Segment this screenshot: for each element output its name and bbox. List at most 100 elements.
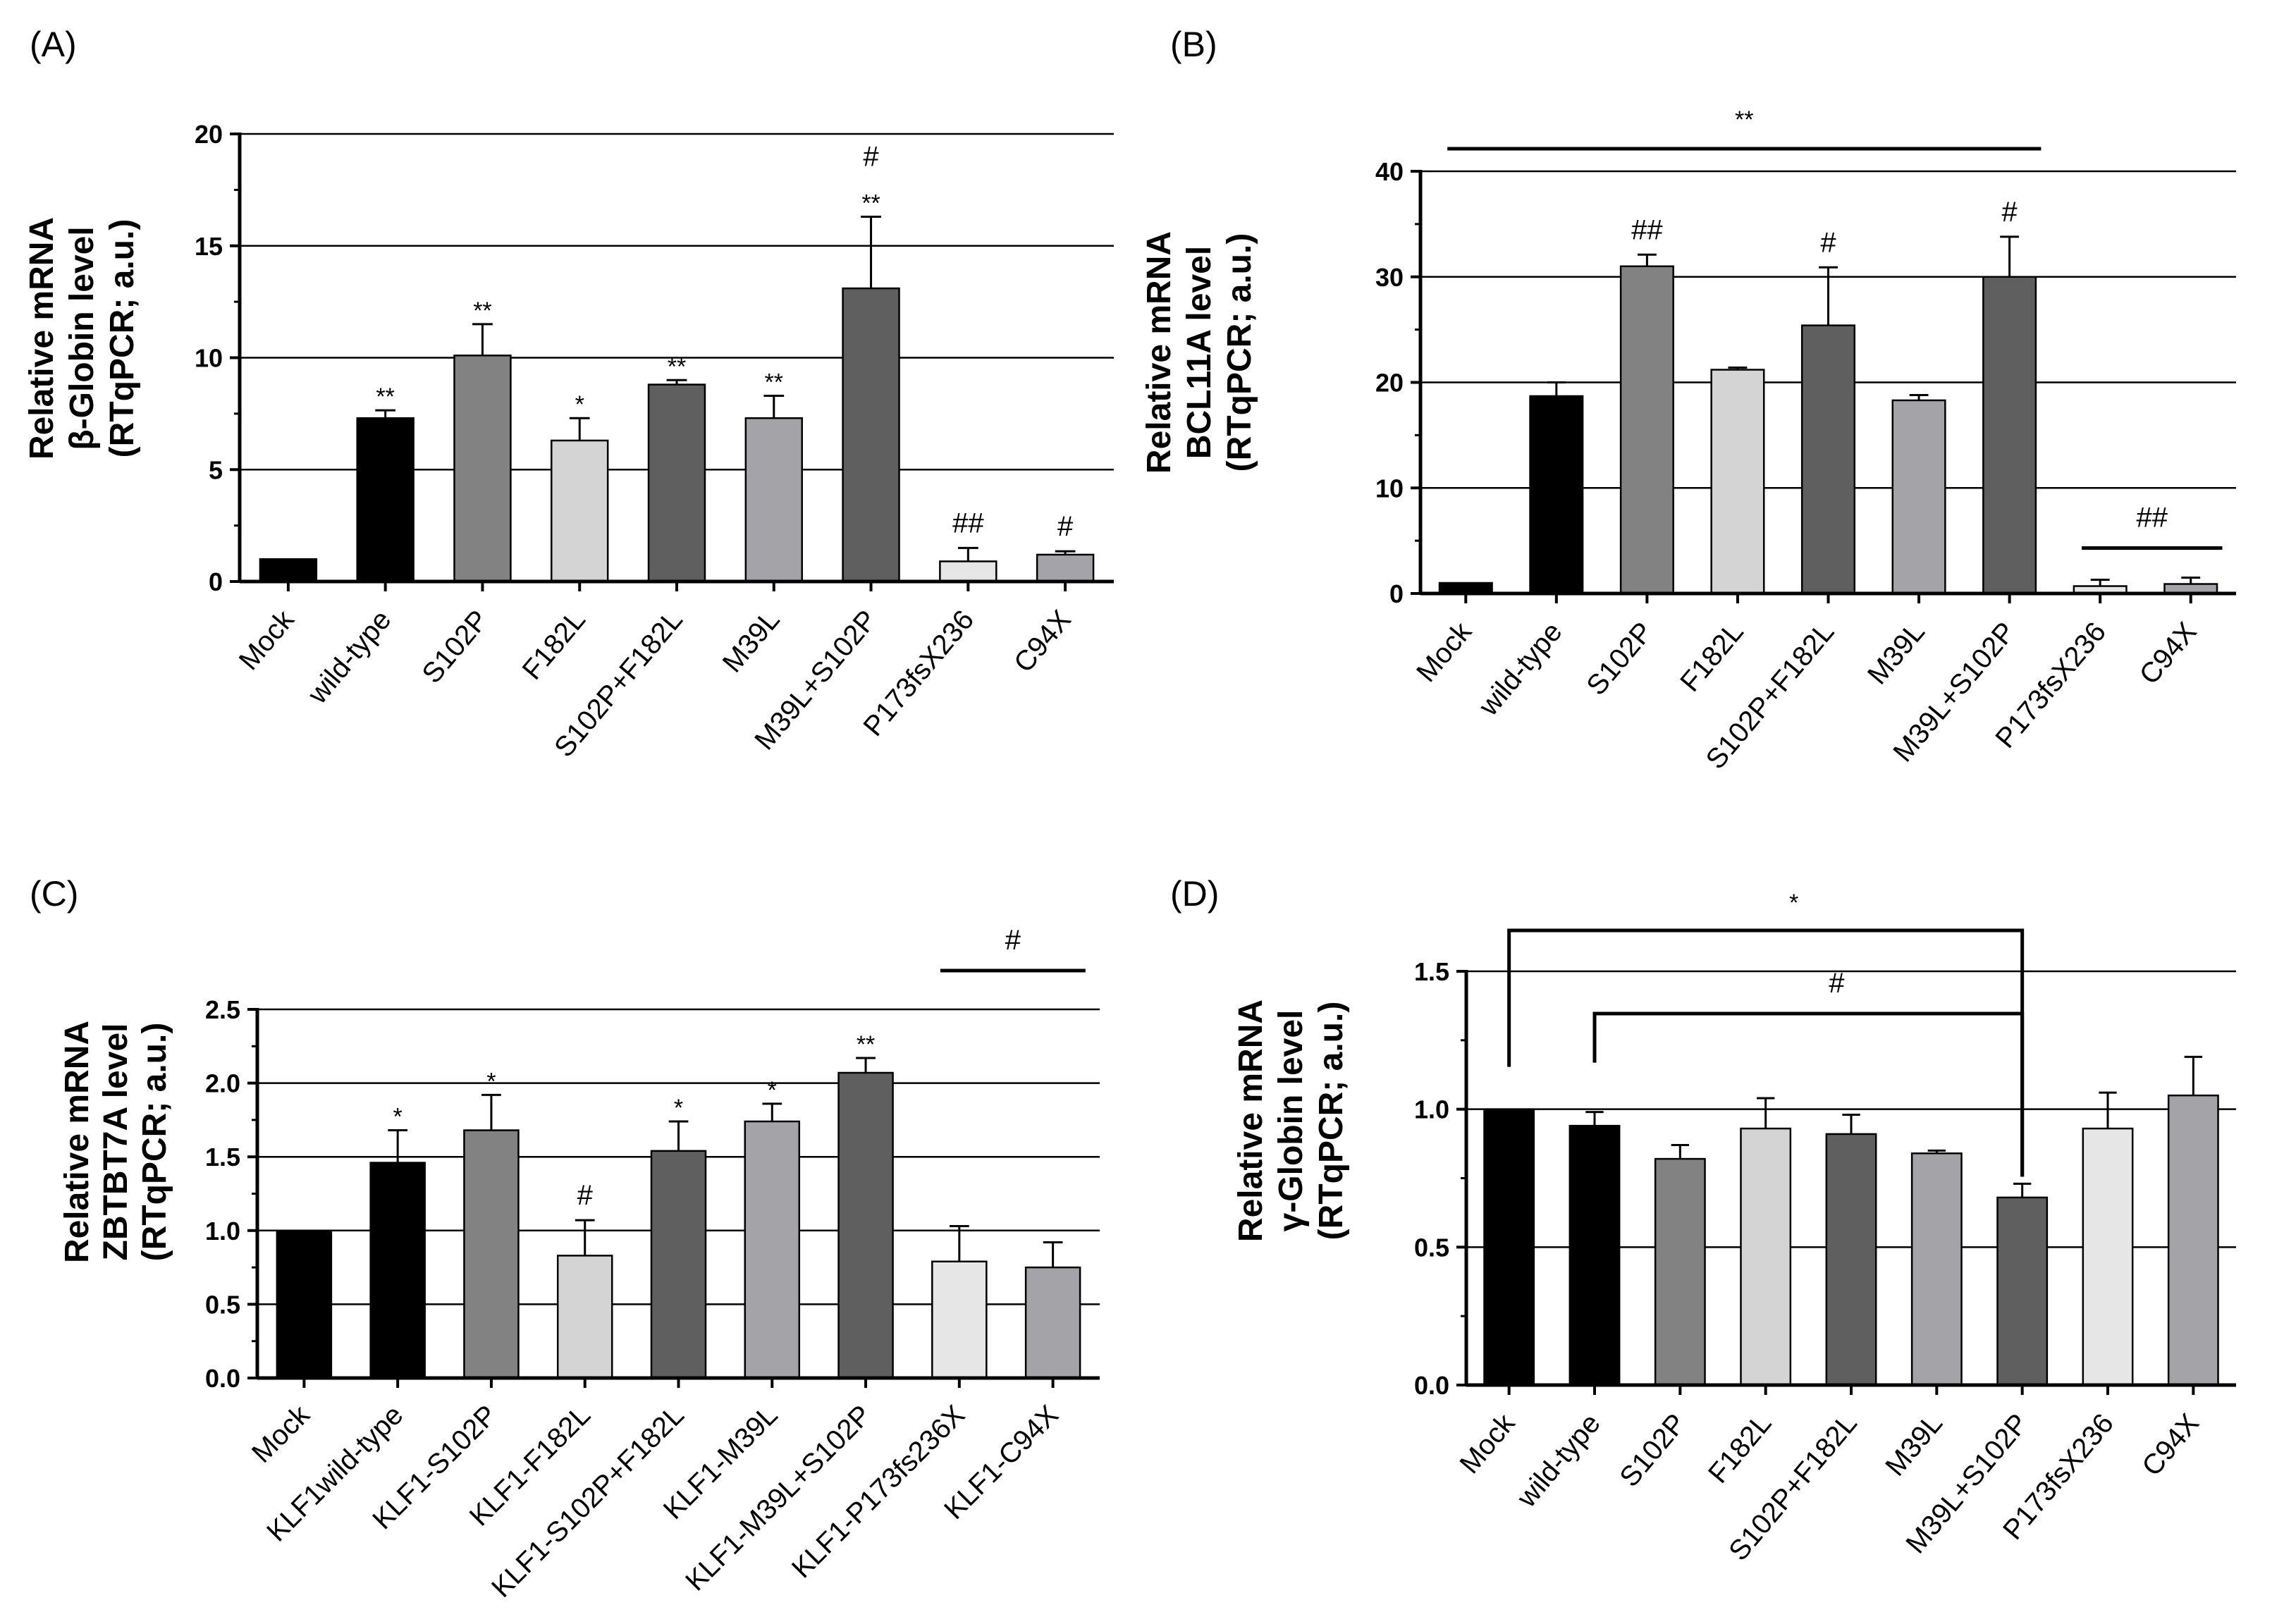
y-tick-label: 20 [195,120,223,149]
y-tick-label: 10 [195,344,223,373]
y-tick-label: 1.0 [1414,1095,1449,1124]
comparison-label: ** [1735,106,1753,133]
bar [276,1229,333,1379]
y-axis-label: β-Globin level [63,226,101,450]
bar [551,439,609,583]
bar [453,355,512,583]
bar [1910,1152,1963,1386]
panel-a: (A) Relative mRNA β-Globin level (RTqPCR; a… [23,25,1114,763]
bar [931,1260,988,1379]
significance-marker: * [674,1095,683,1121]
y-tick-label: 1.5 [1414,957,1449,986]
significance-marker: ** [861,190,880,216]
y-axis-label: γ-Globin level [1272,1010,1310,1232]
y-tick-label: 1.0 [205,1217,240,1245]
x-tick-label: C94X [2134,617,2203,691]
significance-marker: ## [1631,214,1663,245]
bar [356,417,415,583]
panel-label: (D) [1170,874,1219,914]
significance-marker: ** [668,353,686,380]
significance-marker: ** [376,383,394,410]
x-tick-label: KLF1-P173fs236X [786,1399,971,1584]
significance-marker: * [575,391,584,418]
y-tick-label: 0.0 [1414,1371,1449,1400]
y-tick-label: 0.0 [205,1364,240,1393]
comparison-label: # [1005,925,1021,956]
bar [556,1255,613,1379]
bar [1740,1127,1792,1386]
significance-marker: ** [765,369,783,395]
comparison-label: # [1829,968,1845,999]
bar [2167,1094,2219,1386]
comparison-label: ## [2137,503,2168,534]
significance-marker: # [2001,197,2018,228]
bar [1654,1157,1706,1386]
significance-marker: # [1820,227,1836,258]
significance-marker: ** [857,1031,875,1058]
x-tick-label: wild-type [302,605,398,710]
y-tick-label: 0 [1389,579,1404,608]
y-tick-label: 15 [195,232,223,261]
panel-label: (C) [30,874,78,914]
y-tick-label: 5 [209,455,223,484]
bar [2082,1127,2134,1386]
x-tick-label: Mock [1411,616,1478,688]
panel-b: (B) Relative mRNA BCL11A level (RTqPCR; a.u… [1141,25,2236,775]
bar [1710,369,1765,595]
x-tick-label: C94X [2136,1408,2205,1482]
panel-d: (D) Relative mRNA γ-Globin level (RTqPCR; a… [1170,874,2236,1567]
x-tick-label: F182L [1702,1408,1778,1489]
x-tick-label: M39L [1879,1408,1948,1482]
bar [369,1162,426,1379]
panel-label: (A) [30,25,77,64]
x-tick-label: KLF1-M39L+S102P [680,1399,877,1597]
y-tick-label: 0.5 [1414,1233,1449,1262]
bar [463,1129,520,1379]
y-tick-label: 2.0 [205,1069,240,1098]
y-tick-label: 10 [1375,474,1404,503]
bar [1529,395,1584,595]
y-tick-label: 40 [1375,157,1404,186]
y-axis-label: BCL11A level [1181,246,1218,459]
bar [744,417,803,583]
y-axis-label: Relative mRNA [1141,231,1178,474]
y-axis-label: (RTqPCR; a.u.) [1313,1002,1350,1241]
bar [1825,1133,1877,1386]
significance-marker: ** [473,297,491,324]
y-tick-label: 1.5 [205,1143,240,1171]
y-axis-label: (RTqPCR; a.u.) [136,1023,173,1262]
x-tick-label: wild-type [1473,617,1568,722]
x-tick-label: Mock [1454,1408,1521,1480]
y-tick-label: 0.5 [205,1290,240,1319]
y-axis-label: Relative mRNA [59,1021,96,1263]
bar [1483,1108,1535,1386]
significance-marker: * [393,1104,403,1131]
y-tick-label: 30 [1375,263,1404,292]
significance-marker: * [486,1068,496,1095]
x-tick-label: S102P [1614,1408,1692,1493]
y-axis-label: (RTqPCR; a.u.) [1221,233,1258,472]
x-tick-label: F182L [517,605,592,686]
bar [1024,1266,1081,1379]
bar [842,287,900,583]
bar [650,1150,707,1379]
significance-marker: * [768,1077,777,1104]
significance-marker: # [863,141,879,172]
y-axis-label: Relative mRNA [23,217,61,460]
x-tick-label: wild-type [1511,1408,1607,1514]
significance-marker: # [577,1180,594,1211]
bar [259,558,318,583]
bar [1800,324,1856,595]
y-axis-label: (RTqPCR; a.u.) [104,219,141,458]
x-tick-label: F182L [1674,617,1750,698]
x-tick-label: M39L [717,605,786,679]
bar [1619,265,1674,595]
bar [939,560,997,583]
y-axis-label: Relative mRNA [1232,999,1270,1242]
bar [647,383,706,583]
x-tick-label: Mock [233,604,301,676]
bar [1996,1196,2049,1386]
bar [1568,1124,1621,1386]
x-tick-label: S102P [416,605,494,689]
